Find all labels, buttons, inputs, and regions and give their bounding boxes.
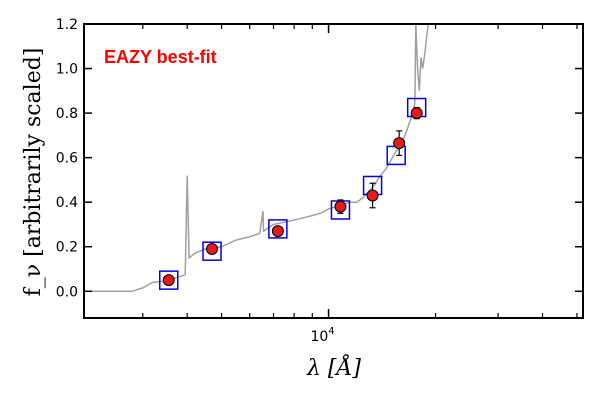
- observed-point: [162, 274, 175, 287]
- plot-frame: [83, 23, 584, 319]
- y-tick-label: 1.0: [56, 62, 78, 78]
- observed-point: [410, 107, 423, 120]
- observed-point: [334, 200, 347, 213]
- x-axis-label: λ [Å]: [306, 353, 361, 381]
- y-tick-label: 0.4: [56, 195, 78, 211]
- model-photometry-box: [158, 270, 179, 290]
- observed-point: [206, 242, 219, 255]
- axis-ticks: 0.0 0.2 0.4 0.6 0.8 1.0 1.2 104: [56, 17, 583, 345]
- y-tick-label: 0.6: [56, 151, 78, 167]
- model-template-line: [84, 23, 432, 293]
- annotation-eazy-best-fit: EAZY best-fit: [104, 47, 217, 67]
- model-photometry-box: [202, 241, 222, 261]
- y-axis-label: f_ν [arbitrarily scaled]: [21, 48, 46, 297]
- plot-body: [84, 23, 432, 293]
- y-tick-label: 0.8: [56, 106, 78, 122]
- y-tick-label: 0.2: [56, 240, 78, 256]
- observed-point: [271, 225, 284, 238]
- y-tick-label: 0.0: [56, 284, 78, 300]
- model-photometry-box: [268, 219, 288, 239]
- x-tick-label: 104: [310, 326, 334, 345]
- observed-point: [366, 189, 379, 202]
- observed-point: [393, 137, 406, 150]
- y-tick-label: 1.2: [56, 17, 78, 33]
